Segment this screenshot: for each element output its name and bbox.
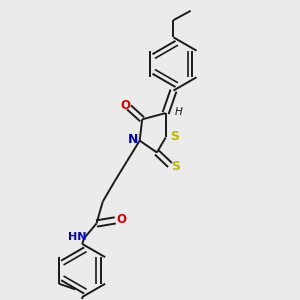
Text: O: O [116, 213, 126, 226]
Text: S: S [171, 160, 180, 173]
Text: H: H [174, 107, 182, 117]
Text: N: N [128, 133, 138, 146]
Text: O: O [120, 99, 130, 112]
Text: S: S [170, 130, 179, 143]
Text: HN: HN [68, 232, 86, 242]
